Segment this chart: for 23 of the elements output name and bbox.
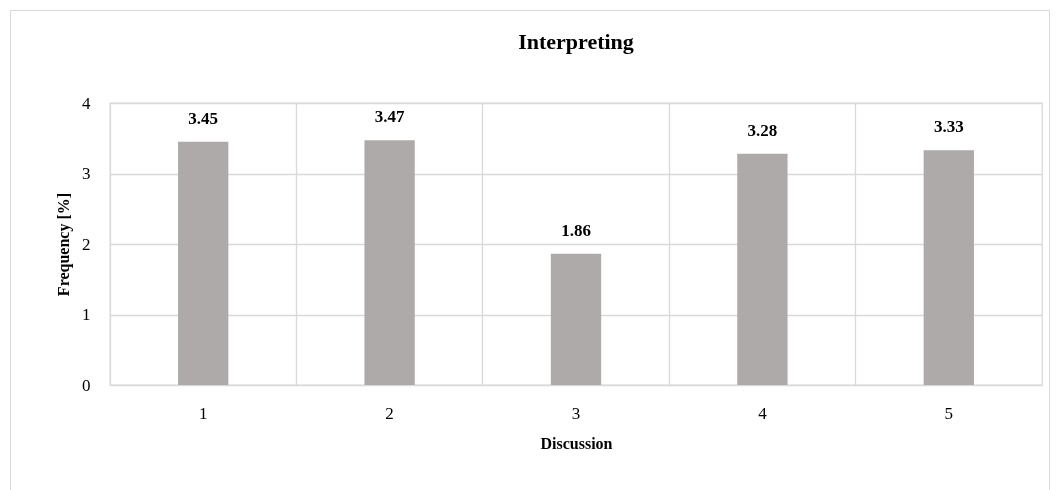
bar [364, 140, 415, 385]
y-tick-label: 0 [82, 375, 91, 395]
bar [550, 253, 602, 385]
y-tick-label: 3 [82, 164, 91, 183]
y-tick-label: 4 [82, 93, 91, 113]
x-tick-label: 4 [758, 403, 768, 423]
bar [737, 153, 788, 385]
data-label: 3.47 [374, 107, 405, 127]
data-label: 3.33 [933, 117, 964, 137]
chart-title: Interpreting [518, 29, 634, 54]
bar [178, 141, 229, 385]
data-label: 3.28 [747, 120, 778, 140]
y-axis-title: Frequency [%] [55, 192, 73, 297]
x-tick-label: 3 [571, 403, 581, 423]
data-label: 1.86 [561, 220, 591, 240]
bar [923, 150, 974, 385]
y-tick-label: 1 [82, 305, 91, 324]
x-tick-label: 5 [944, 403, 954, 423]
x-tick-label: 2 [385, 403, 394, 423]
x-axis-title: Discussion [540, 434, 613, 452]
data-label: 3.45 [188, 108, 219, 128]
x-tick-label: 1 [198, 403, 208, 423]
y-tick-label: 2 [82, 234, 91, 254]
